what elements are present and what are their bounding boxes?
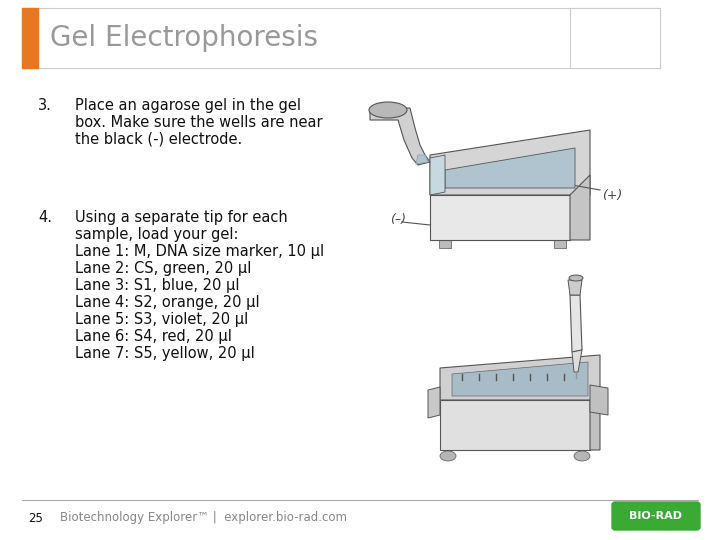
Ellipse shape [574, 451, 590, 461]
Bar [22, 8, 38, 68]
Text: Lane 7: S5, yellow, 20 μl: Lane 7: S5, yellow, 20 μl [75, 346, 255, 361]
Text: the black (-) electrode.: the black (-) electrode. [75, 132, 242, 147]
Text: Lane 1: M, DNA size marker, 10 μl: Lane 1: M, DNA size marker, 10 μl [75, 244, 324, 259]
Polygon shape [370, 108, 430, 165]
Text: Lane 4: S2, orange, 20 μl: Lane 4: S2, orange, 20 μl [75, 295, 260, 310]
Text: (+): (+) [602, 188, 622, 201]
Polygon shape [430, 130, 590, 195]
Bar [439, 238, 451, 248]
Text: Using a separate tip for each: Using a separate tip for each [75, 210, 288, 225]
Bar [554, 238, 566, 248]
Ellipse shape [440, 451, 456, 461]
Text: (–): (–) [390, 213, 406, 226]
Polygon shape [416, 155, 428, 164]
Text: 4.: 4. [38, 210, 52, 225]
Text: sample, load your gel:: sample, load your gel: [75, 227, 238, 242]
Polygon shape [570, 295, 582, 352]
Text: Lane 3: S1, blue, 20 μl: Lane 3: S1, blue, 20 μl [75, 278, 240, 293]
Text: 3.: 3. [38, 98, 52, 113]
Text: Gel Electrophoresis: Gel Electrophoresis [50, 24, 318, 52]
Text: box. Make sure the wells are near: box. Make sure the wells are near [75, 115, 323, 130]
Bar [22, 8, 660, 68]
FancyBboxPatch shape [612, 502, 700, 530]
Polygon shape [590, 390, 600, 450]
Polygon shape [452, 362, 588, 396]
Polygon shape [445, 148, 575, 188]
Polygon shape [568, 280, 582, 295]
Polygon shape [590, 385, 608, 415]
Text: 25: 25 [28, 511, 43, 524]
Polygon shape [570, 175, 590, 240]
Polygon shape [430, 155, 445, 195]
Text: Biotechnology Explorer™ |  explorer.bio-rad.com: Biotechnology Explorer™ | explorer.bio-r… [60, 511, 347, 524]
Polygon shape [430, 195, 570, 240]
Polygon shape [572, 350, 582, 372]
Polygon shape [440, 400, 590, 450]
Text: BIO-RAD: BIO-RAD [629, 511, 683, 521]
Text: Lane 5: S3, violet, 20 μl: Lane 5: S3, violet, 20 μl [75, 312, 248, 327]
Text: Place an agarose gel in the gel: Place an agarose gel in the gel [75, 98, 301, 113]
Text: Lane 6: S4, red, 20 μl: Lane 6: S4, red, 20 μl [75, 329, 232, 344]
Bar [570, 8, 660, 68]
Ellipse shape [369, 102, 407, 118]
Polygon shape [440, 355, 600, 400]
Ellipse shape [569, 275, 583, 281]
Polygon shape [428, 387, 440, 418]
Text: Lane 2: CS, green, 20 μl: Lane 2: CS, green, 20 μl [75, 261, 251, 276]
